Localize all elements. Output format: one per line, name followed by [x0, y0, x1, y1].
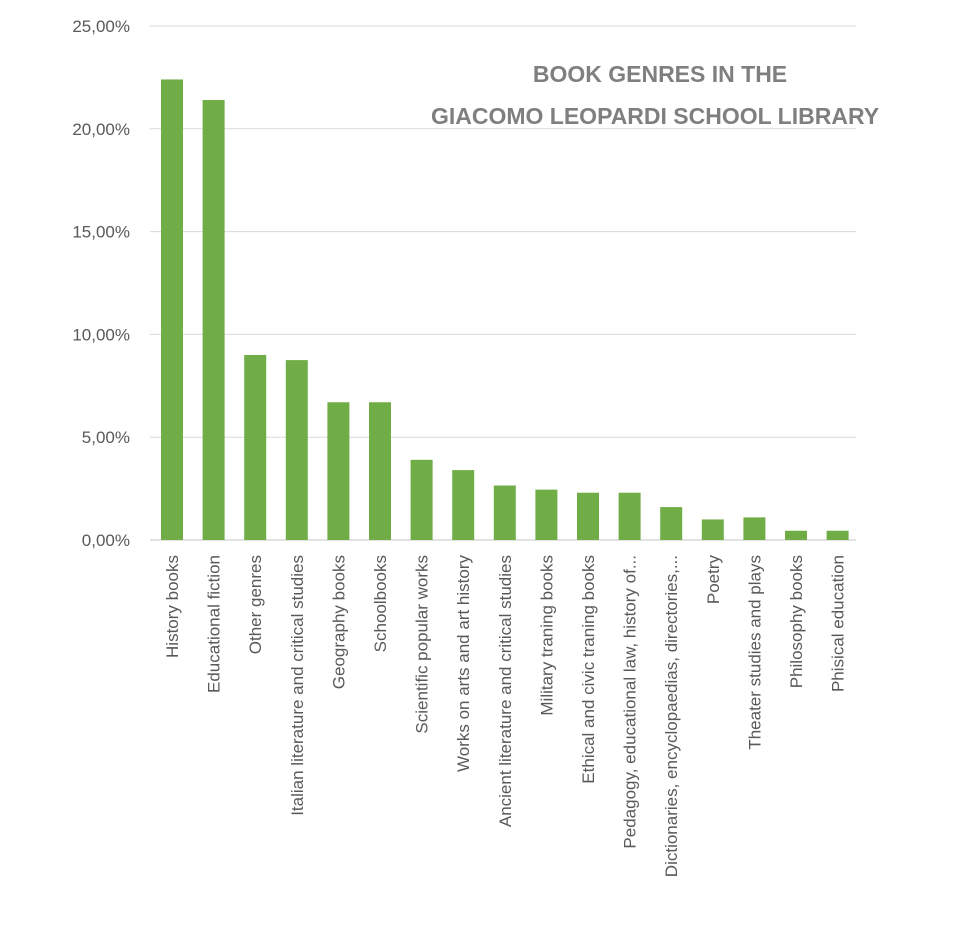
bar [202, 100, 225, 541]
x-category-label: Ethical and civic traning books [579, 555, 598, 784]
bar [285, 360, 308, 540]
bar [660, 507, 683, 540]
x-category-label: Theater studies and plays [745, 555, 764, 750]
bar [327, 402, 350, 540]
bar [577, 492, 599, 540]
chart-title: BOOK GENRES IN THE GIACOMO LEOPARDI SCHO… [431, 61, 879, 129]
x-category-label: History books [163, 555, 182, 658]
bar [244, 354, 267, 540]
x-category-label: Ancient literature and critical studies [496, 555, 515, 827]
bar [161, 79, 183, 541]
x-category-label: Works on arts and art history [454, 555, 473, 772]
x-category-label: Other genres [246, 555, 265, 654]
chart-title-line-2: GIACOMO LEOPARDI SCHOOL LIBRARY [431, 103, 879, 129]
chart-title-line-1: BOOK GENRES IN THE [533, 61, 787, 87]
x-category-label: Italian literature and critical studies [288, 555, 307, 816]
bars [161, 79, 849, 541]
y-axis-tick-labels: 0,00% 5,00% 10,00% 15,00% 20,00% 25,00% [72, 17, 130, 550]
x-category-label: Philosophy books [787, 555, 806, 688]
x-category-label: Poetry [704, 555, 723, 605]
bar [618, 492, 641, 540]
bar [493, 485, 516, 540]
x-category-label: Military traning books [537, 555, 556, 716]
x-category-label: Geography books [329, 555, 348, 689]
bar [535, 489, 558, 540]
bar [452, 470, 475, 540]
y-tick-label: 20,00% [72, 120, 130, 139]
y-tick-label: 10,00% [72, 325, 130, 344]
bar [369, 402, 391, 540]
bar [743, 517, 766, 540]
bar [701, 519, 724, 540]
x-category-label: Scientific popular works [413, 555, 432, 734]
y-tick-label: 0,00% [82, 531, 130, 550]
bar [826, 530, 849, 540]
x-category-label: Educational fiction [205, 555, 224, 693]
x-category-label: Dictionaries, encyclopaedias, directorie… [662, 555, 681, 877]
x-axis-category-labels: History books Educational fiction Other ge… [163, 555, 848, 878]
bar [410, 459, 433, 540]
y-tick-label: 15,00% [72, 223, 130, 242]
x-category-label: Phisical education [829, 555, 848, 692]
y-tick-label: 25,00% [72, 17, 130, 36]
x-category-label: Schoolbooks [371, 555, 390, 652]
y-tick-label: 5,00% [82, 428, 130, 447]
x-category-label: Pedagogy, educational law, history of... [621, 555, 640, 849]
gridlines [150, 25, 856, 541]
bar [785, 530, 807, 540]
